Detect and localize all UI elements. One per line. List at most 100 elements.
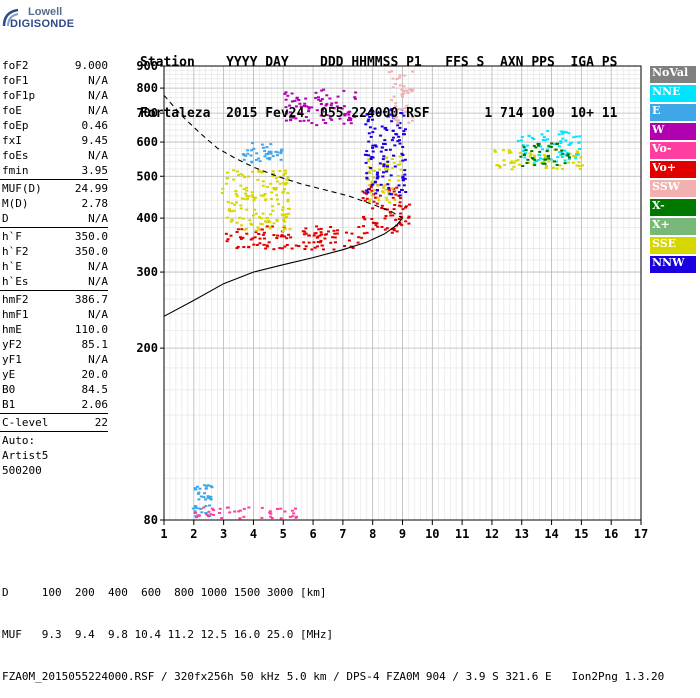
echo-point [260,228,264,231]
echo-point [365,189,369,192]
echo-point [367,154,371,157]
echo-point [403,177,407,180]
echo-point [567,158,571,161]
echo-point [271,155,275,158]
echo-point [371,118,374,121]
x-tick-label: 17 [634,527,648,541]
echo-point [196,485,199,488]
echo-point [394,218,398,221]
param-value: N/A [88,275,108,288]
echo-point [242,515,246,518]
echo-point [204,512,208,514]
station-header: Station YYYY DAY DDD HHMMSS P1 FFS S AXN… [140,20,617,139]
echo-point [312,241,316,244]
param-name: C-level [2,416,49,429]
echo-point [532,161,536,164]
echo-point [396,122,400,125]
echo-point [263,193,267,195]
echo-point [379,134,383,137]
x-tick-label: 3 [220,527,227,541]
param-value: N/A [88,74,108,87]
echo-point [575,164,579,167]
echo-point [375,173,379,176]
echo-point [245,208,249,211]
echo-point [531,137,534,139]
echo-point [539,145,543,148]
echo-point [319,239,323,242]
echo-point [390,120,394,123]
x-tick-label: 15 [574,527,588,541]
echo-point [377,199,381,202]
echo-point [397,204,401,207]
param-name: yF1 [2,353,22,366]
echo-point [301,230,305,233]
echo-point [198,487,202,490]
echo-point [203,492,206,495]
echo-point [378,194,382,197]
echo-point [396,175,400,177]
echo-point [402,114,406,117]
echo-point [259,217,263,220]
echo-point [503,163,506,166]
echo-point [384,188,388,191]
echo-point [578,148,582,150]
echo-point [254,231,258,234]
echo-point [250,149,253,152]
echo-point [578,164,582,167]
echo-point [402,178,405,181]
x-tick-label: 2 [190,527,197,541]
param-value: N/A [88,260,108,273]
echo-point [404,220,408,223]
echo-point [400,88,404,91]
echo-point [225,216,229,219]
echo-point [406,91,410,94]
echo-point [400,108,404,111]
param-row: fmin 3.95 [0,163,112,178]
param-row: hmF2 386.7 [0,292,112,307]
echo-point [266,157,270,160]
echo-point [284,98,288,101]
echo-point [232,178,236,181]
echo-point [577,161,581,164]
echo-point [403,107,407,110]
param-name: yF2 [2,338,22,351]
param-row: h`F2 350.0 [0,244,112,259]
echo-point [527,134,531,137]
echo-point [348,110,352,113]
echo-point [374,145,378,148]
echo-point [396,140,400,143]
x-tick-label: 5 [280,527,287,541]
echo-point [343,245,347,247]
echo-point [403,158,407,161]
echo-point [298,120,302,123]
echo-point [275,237,279,239]
echo-point [284,213,288,216]
echo-point [398,126,402,129]
echo-point [197,507,201,510]
echo-point [367,158,371,161]
echo-point [401,176,405,179]
echo-point [398,222,402,225]
echo-point [395,116,399,118]
echo-point [315,236,319,239]
echo-point [332,229,336,232]
echo-point [288,515,292,518]
param-row: yE 20.0 [0,367,112,382]
echo-point [271,175,275,177]
echo-point [283,216,287,219]
x-tick-label: 1 [160,527,167,541]
echo-point [273,187,276,189]
x-tick-label: 13 [515,527,529,541]
echo-point [272,172,275,175]
echo-point [520,136,524,138]
echo-point [205,513,209,516]
echo-point [317,96,320,99]
echo-point [191,507,195,510]
echo-point [253,208,257,211]
echo-point [249,154,253,157]
echo-point [227,209,231,212]
echo-point [246,197,249,200]
echo-point [269,150,273,153]
echo-point [264,153,268,156]
echo-point [512,165,516,168]
